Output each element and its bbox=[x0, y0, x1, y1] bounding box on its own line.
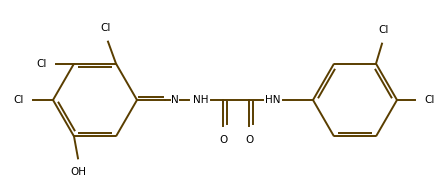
Text: Cl: Cl bbox=[101, 23, 111, 33]
Text: HN: HN bbox=[265, 95, 281, 105]
Text: N: N bbox=[171, 95, 179, 105]
Text: Cl: Cl bbox=[36, 59, 47, 69]
Text: NH: NH bbox=[193, 95, 209, 105]
Text: O: O bbox=[219, 135, 227, 145]
Text: Cl: Cl bbox=[424, 95, 434, 105]
Text: OH: OH bbox=[70, 167, 86, 177]
Text: Cl: Cl bbox=[14, 95, 24, 105]
Text: O: O bbox=[245, 135, 253, 145]
Text: Cl: Cl bbox=[379, 25, 389, 35]
